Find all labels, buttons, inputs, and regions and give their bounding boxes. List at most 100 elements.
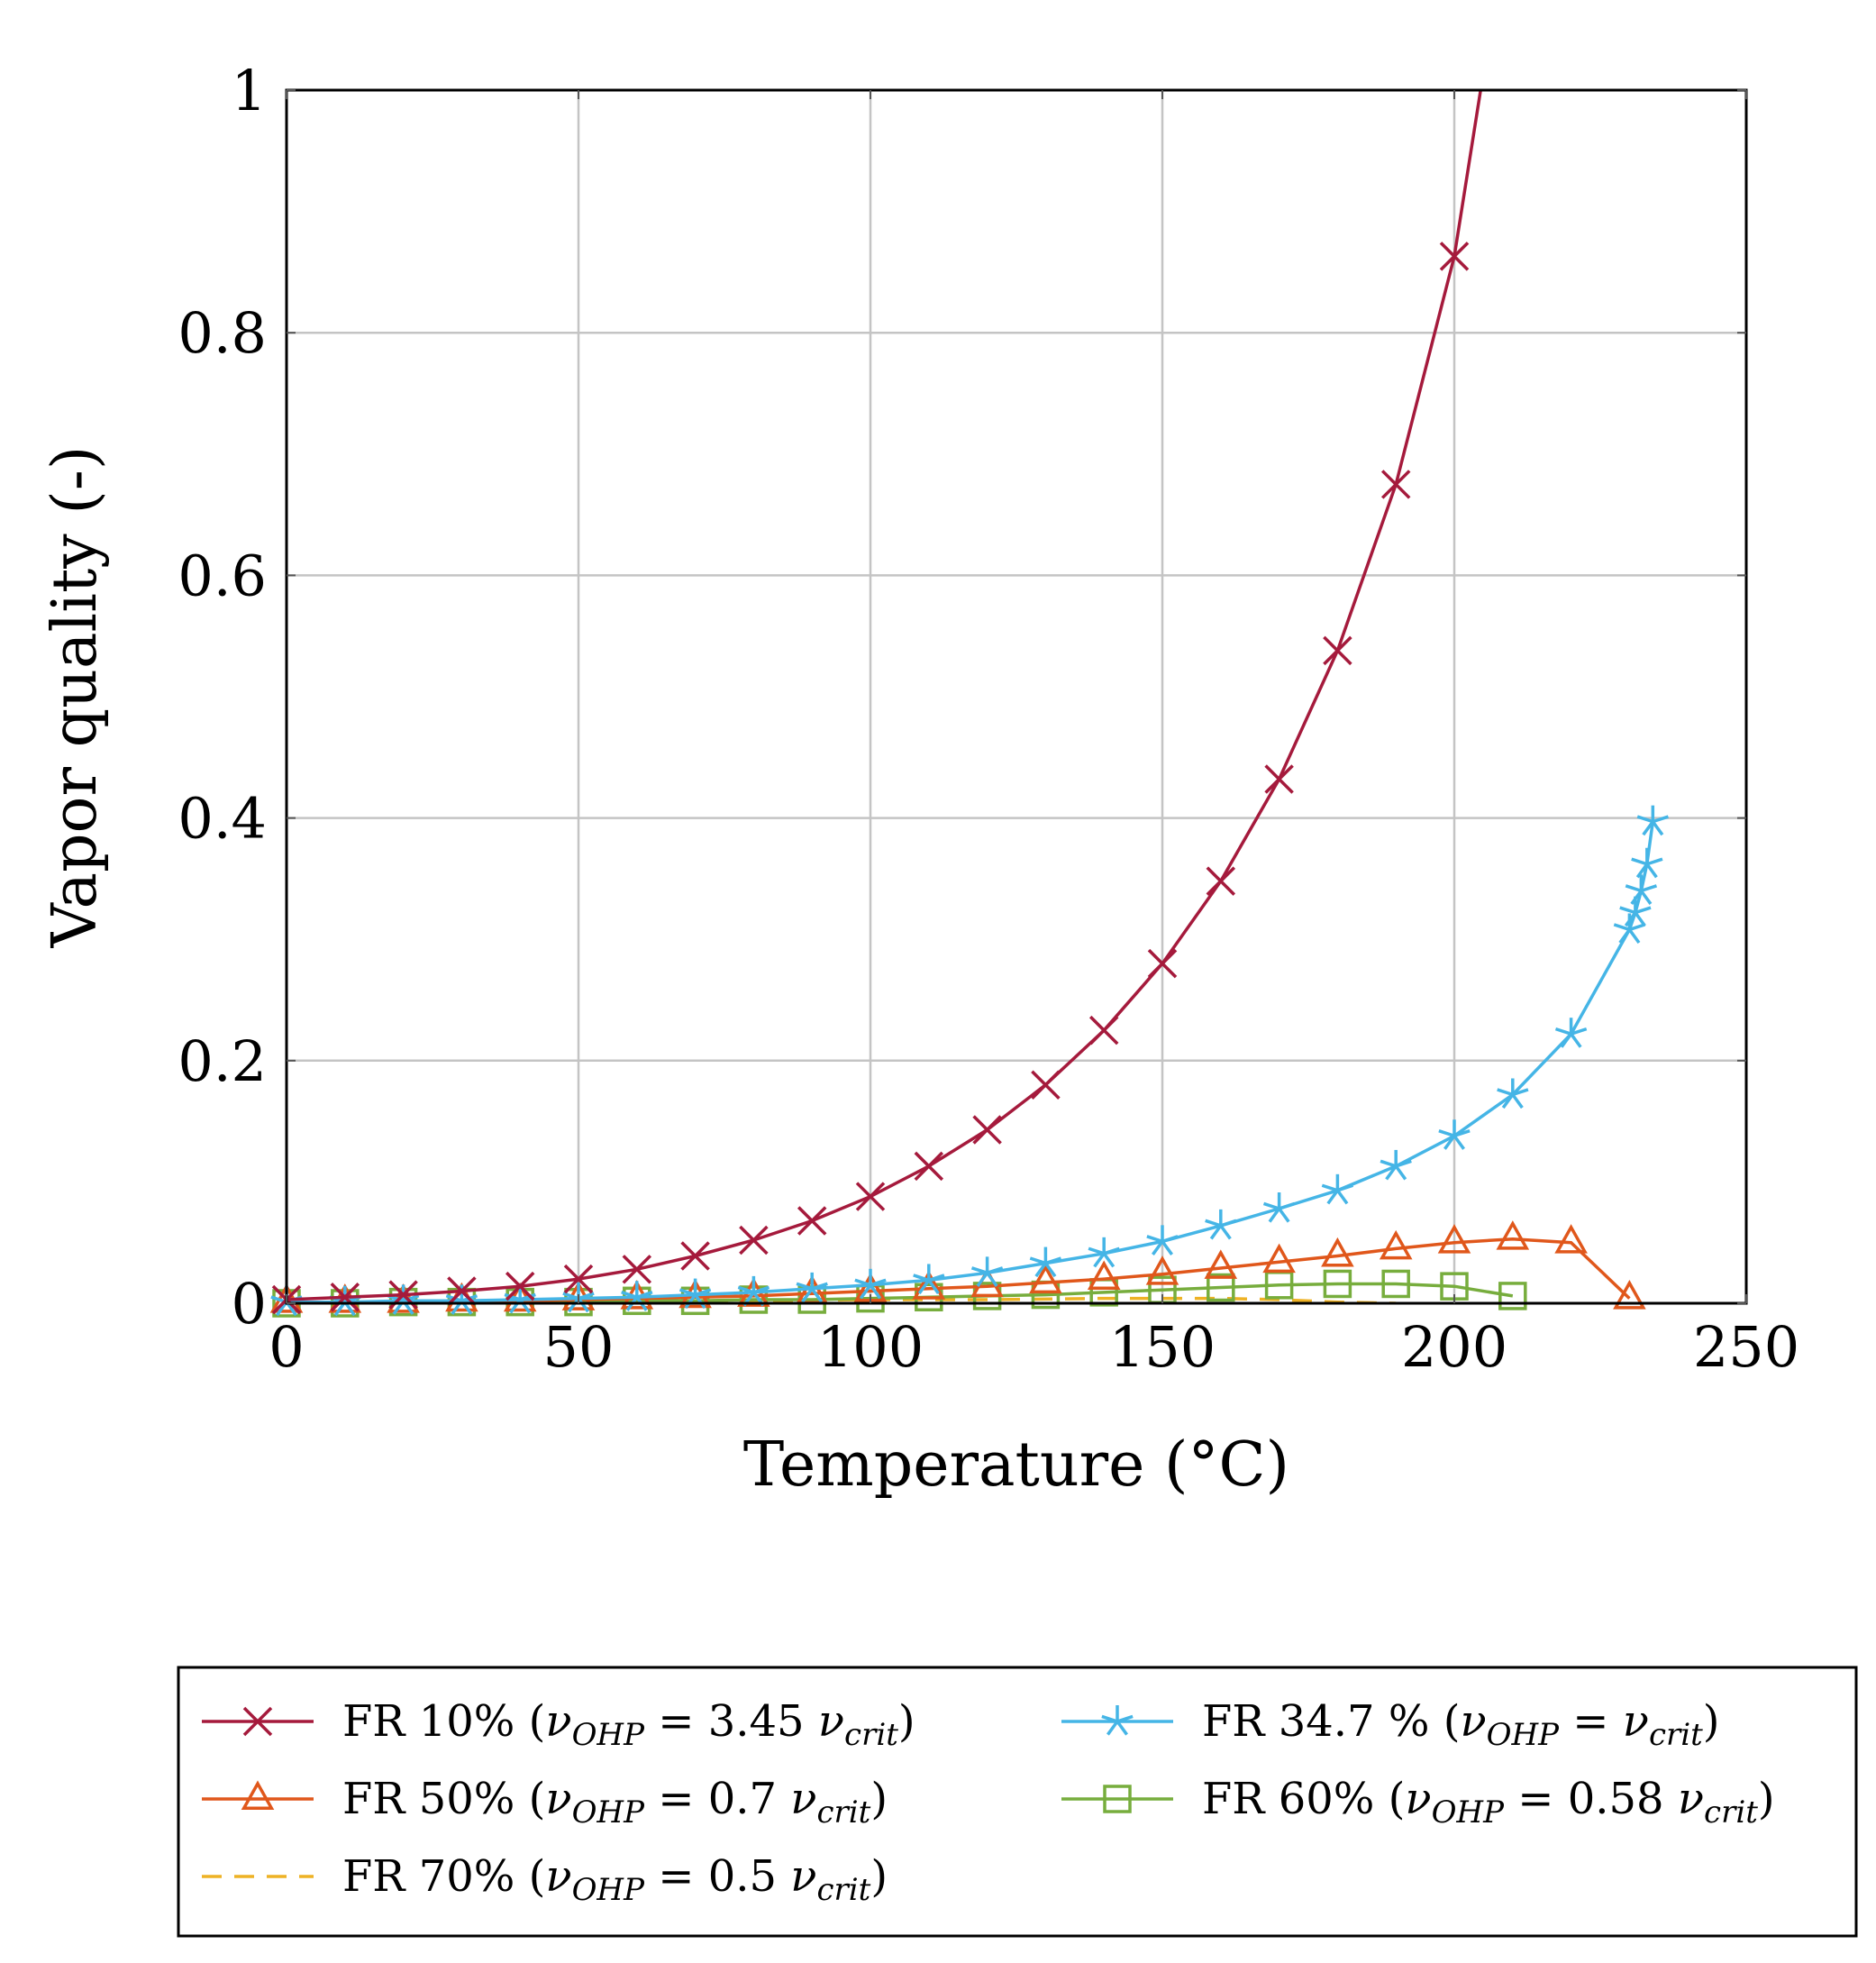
legend-label-part: ) bbox=[1703, 1696, 1720, 1747]
series-fr-10 bbox=[271, 90, 1482, 1315]
legend-label-part: crit bbox=[844, 1717, 898, 1753]
x-marker bbox=[1206, 866, 1236, 896]
x-tick-label: 250 bbox=[1693, 1314, 1799, 1380]
star-marker bbox=[854, 1268, 887, 1300]
legend-label-part: ν bbox=[1405, 1774, 1431, 1824]
legend-label-part: crit bbox=[816, 1872, 870, 1908]
legend-label: FR 10% (νOHP = 3.45 νcrit) bbox=[342, 1696, 915, 1753]
x-marker bbox=[447, 1276, 477, 1306]
x-marker bbox=[1264, 764, 1294, 794]
star-marker bbox=[1088, 1237, 1120, 1268]
legend-label-part: = 0.58 bbox=[1504, 1774, 1678, 1824]
legend-label-part: FR 34.7 % ( bbox=[1202, 1696, 1460, 1747]
x-marker bbox=[622, 1255, 652, 1284]
square-marker bbox=[1498, 1282, 1527, 1310]
x-tick-label: 200 bbox=[1401, 1314, 1507, 1380]
x-marker bbox=[1031, 1070, 1061, 1100]
legend-label: FR 50% (νOHP = 0.7 νcrit) bbox=[342, 1774, 888, 1831]
star-marker bbox=[504, 1283, 536, 1314]
legend-entry: FR 70% (νOHP = 0.5 νcrit) bbox=[202, 1851, 888, 1908]
star-marker bbox=[970, 1256, 1004, 1287]
legend-label-part: ν bbox=[818, 1696, 844, 1747]
triangle-marker bbox=[1087, 1260, 1121, 1291]
series-group bbox=[269, 90, 1669, 1318]
star-marker bbox=[1438, 1119, 1471, 1150]
star-marker bbox=[1380, 1149, 1412, 1181]
star-marker bbox=[1146, 1225, 1179, 1255]
legend-label-part: crit bbox=[1649, 1717, 1703, 1753]
x-marker bbox=[680, 1241, 710, 1271]
star-marker bbox=[1554, 1018, 1588, 1048]
y-axis-title: Vapor quality (-) bbox=[40, 446, 111, 949]
y-tick-label: 0.8 bbox=[178, 300, 267, 366]
x-marker bbox=[242, 1706, 273, 1737]
legend-label-part: ν bbox=[545, 1696, 571, 1747]
series-line bbox=[287, 821, 1655, 1303]
legend-box bbox=[177, 1666, 1858, 1938]
legend-label-part: ) bbox=[898, 1696, 915, 1747]
legend-label-part: OHP bbox=[1487, 1717, 1561, 1753]
x-marker bbox=[855, 1182, 886, 1211]
triangle-marker bbox=[912, 1270, 946, 1300]
legend-label-part: ν bbox=[1678, 1774, 1704, 1824]
legend-label-part: crit bbox=[1704, 1794, 1758, 1831]
legend-label-part: FR 60% ( bbox=[1202, 1774, 1405, 1824]
star-marker bbox=[1321, 1173, 1354, 1205]
y-tick-label: 1 bbox=[232, 58, 267, 123]
star-marker bbox=[913, 1264, 945, 1295]
x-marker bbox=[797, 1206, 827, 1236]
series-line bbox=[287, 90, 1482, 1301]
legend-label-part: ν bbox=[790, 1851, 816, 1902]
x-marker bbox=[914, 1151, 944, 1182]
star-marker bbox=[1497, 1078, 1529, 1109]
y-tick-label: 0.4 bbox=[178, 786, 267, 852]
legend-label-part: = bbox=[1559, 1696, 1623, 1747]
legend-label-part: FR 50% ( bbox=[342, 1774, 545, 1824]
legend-label-part: ) bbox=[870, 1851, 888, 1902]
star-marker bbox=[1205, 1209, 1237, 1240]
x-tick-label: 150 bbox=[1109, 1314, 1216, 1380]
triangle-marker bbox=[1321, 1237, 1354, 1267]
plot-frame bbox=[285, 88, 1748, 1305]
legend: FR 10% (νOHP = 3.45 νcrit) FR 34.7 % (νOH… bbox=[177, 1666, 1858, 1938]
star-marker bbox=[1631, 847, 1663, 879]
legend-label-part: ν bbox=[545, 1774, 571, 1824]
star-marker bbox=[1101, 1705, 1134, 1736]
triangle-marker bbox=[1496, 1220, 1530, 1250]
legend-label-part: = 0.5 bbox=[644, 1851, 790, 1902]
x-marker bbox=[505, 1271, 535, 1301]
legend-label-part: = 3.45 bbox=[644, 1696, 818, 1747]
triangle-marker bbox=[1204, 1249, 1238, 1279]
x-marker bbox=[1323, 635, 1352, 666]
legend-label: FR 34.7 % (νOHP = νcrit) bbox=[1202, 1696, 1720, 1753]
x-marker bbox=[972, 1115, 1002, 1145]
legend-label-part: ν bbox=[545, 1851, 571, 1902]
x-tick-label: 0 bbox=[269, 1314, 304, 1380]
legend-label-part: OHP bbox=[1432, 1794, 1506, 1831]
x-tick-label: 100 bbox=[817, 1314, 924, 1380]
triangle-marker bbox=[1262, 1243, 1296, 1274]
square-marker bbox=[1103, 1785, 1132, 1813]
star-marker bbox=[796, 1272, 828, 1303]
x-tick-label: 50 bbox=[543, 1314, 615, 1380]
triangle-marker bbox=[1613, 1280, 1646, 1310]
legend-label-part: ν bbox=[1623, 1696, 1649, 1747]
star-marker bbox=[1029, 1246, 1062, 1278]
legend-entry: FR 10% (νOHP = 3.45 νcrit) bbox=[202, 1696, 915, 1753]
legend-entry: FR 50% (νOHP = 0.7 νcrit) bbox=[202, 1774, 888, 1831]
star-marker bbox=[1636, 805, 1669, 836]
series-line bbox=[287, 1237, 1631, 1303]
x-marker bbox=[1439, 242, 1470, 271]
legend-label-part: OHP bbox=[572, 1717, 646, 1753]
y-tick-label: 0.2 bbox=[178, 1028, 267, 1094]
star-marker bbox=[1262, 1192, 1296, 1223]
legend-label-part: OHP bbox=[572, 1872, 646, 1908]
legend-entry: FR 34.7 % (νOHP = νcrit) bbox=[1061, 1696, 1720, 1753]
legend-entry: FR 60% (νOHP = 0.58 νcrit) bbox=[1061, 1774, 1775, 1831]
triangle-marker bbox=[1379, 1229, 1413, 1260]
x-marker bbox=[1147, 948, 1178, 979]
square-marker bbox=[1323, 1269, 1352, 1299]
x-marker bbox=[330, 1283, 360, 1312]
legend-entries: FR 10% (νOHP = 3.45 νcrit) FR 34.7 % (νOH… bbox=[202, 1696, 1775, 1908]
